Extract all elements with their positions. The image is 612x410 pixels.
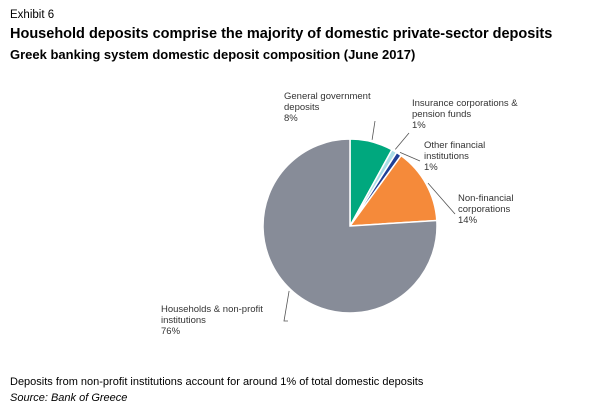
slice-label-3: Other financial institutions 1% (424, 140, 485, 173)
pie-slice-5 (262, 138, 438, 314)
slice-label-line: pension funds (412, 109, 471, 120)
slice-label-line: 14% (458, 215, 478, 226)
exhibit-label: Exhibit 6 (10, 9, 55, 21)
footnote: Deposits from non-profit institutions ac… (10, 376, 424, 388)
slice-label-line: 1% (424, 162, 438, 173)
slice-label-line: Other financial (424, 140, 485, 151)
leader-line-5 (283, 290, 290, 322)
slice-label-line: 1% (412, 120, 426, 131)
slice-label-1: General government deposits 8% (284, 91, 371, 124)
slice-label-5: Households & non-profit institutions 76% (161, 304, 263, 337)
slice-label-line: Non-financial (458, 193, 513, 204)
chart-title: Household deposits comprise the majority… (10, 26, 553, 42)
slice-label-line: corporations (458, 204, 511, 215)
slice-label-line: General government (284, 91, 371, 102)
pie-slices (262, 138, 438, 314)
slice-label-4: Non-financial corporations 14% (458, 193, 513, 226)
slice-label-line: 76% (161, 326, 181, 337)
slice-label-line: Households & non-profit (161, 304, 263, 315)
pie-slice-4 (348, 154, 438, 227)
leader-line-1 (371, 120, 376, 140)
slice-labels: General government deposits 8% Insurance co… (161, 91, 518, 337)
leader-lines (283, 120, 456, 322)
slice-label-2: Insurance corporations & pension funds 1% (412, 98, 518, 131)
leader-line-3 (399, 152, 421, 162)
leader-line-4 (427, 182, 456, 215)
chart-subtitle: Greek banking system domestic deposit co… (10, 47, 416, 62)
slice-label-line: 8% (284, 113, 298, 124)
slice-label-line: institutions (161, 315, 206, 326)
slice-label-line: institutions (424, 151, 469, 162)
leader-line-2 (394, 132, 410, 150)
source-note: Source: Bank of Greece (10, 392, 128, 404)
slice-label-line: deposits (284, 102, 320, 113)
slice-label-line: Insurance corporations & (412, 98, 518, 109)
